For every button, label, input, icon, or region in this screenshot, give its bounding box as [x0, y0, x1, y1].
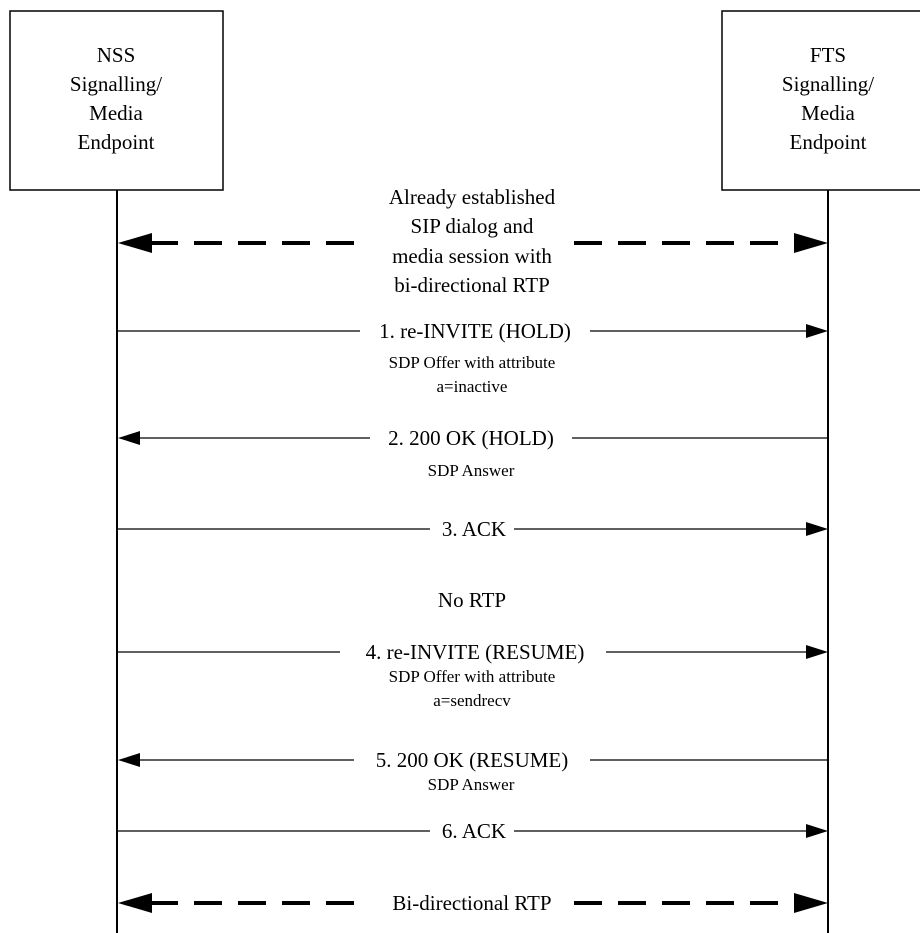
message-4-arrowhead: [806, 645, 828, 659]
established-line-1: Already established: [389, 185, 556, 209]
message-1-sub-2: a=inactive: [437, 377, 508, 396]
message-4-sub-2: a=sendrecv: [433, 691, 511, 710]
message-2-sub-1: SDP Answer: [428, 461, 515, 480]
final-rtp-label: Bi-directional RTP: [392, 891, 551, 915]
message-4-reinvite-resume: 4. re-INVITE (RESUME) SDP Offer with att…: [118, 640, 828, 710]
established-session: Already established SIP dialog and media…: [118, 185, 828, 297]
participant-fts-box: [721, 10, 920, 191]
message-3-label: 3. ACK: [442, 517, 506, 541]
established-line-2: SIP dialog and: [411, 214, 534, 238]
message-6-ack: 6. ACK: [118, 819, 828, 843]
no-rtp-label: No RTP: [438, 588, 506, 612]
participant-nss-line-3: Media: [89, 101, 143, 125]
message-3-arrowhead: [806, 522, 828, 536]
participant-fts-line-3: Media: [801, 101, 855, 125]
message-5-arrowhead: [118, 753, 140, 767]
message-3-ack: 3. ACK: [118, 517, 828, 541]
message-4-label: 4. re-INVITE (RESUME): [366, 640, 585, 664]
participant-nss-line-4: Endpoint: [78, 130, 155, 154]
established-line-4: bi-directional RTP: [394, 273, 550, 297]
message-5-200ok-resume: 5. 200 OK (RESUME) SDP Answer: [118, 748, 828, 794]
participant-fts-line-1: FTS: [810, 43, 846, 67]
participant-nss: NSS Signalling/ Media Endpoint: [9, 10, 224, 191]
established-arrowhead-right: [794, 233, 828, 253]
participant-nss-box: [9, 10, 224, 191]
participant-fts: FTS Signalling/ Media Endpoint: [721, 10, 920, 191]
message-1-reinvite-hold: 1. re-INVITE (HOLD) SDP Offer with attri…: [118, 319, 828, 396]
participant-nss-line-1: NSS: [97, 43, 136, 67]
message-2-arrowhead: [118, 431, 140, 445]
participant-fts-line-4: Endpoint: [790, 130, 867, 154]
final-rtp-arrowhead-right: [794, 893, 828, 913]
message-1-label: 1. re-INVITE (HOLD): [379, 319, 571, 343]
final-rtp-arrowhead-left: [118, 893, 152, 913]
final-rtp: Bi-directional RTP: [118, 891, 828, 915]
message-1-arrowhead: [806, 324, 828, 338]
participant-nss-line-2: Signalling/: [70, 72, 162, 96]
participant-fts-line-2: Signalling/: [782, 72, 874, 96]
message-6-arrowhead: [806, 824, 828, 838]
established-line-3: media session with: [392, 244, 552, 268]
message-5-label: 5. 200 OK (RESUME): [376, 748, 569, 772]
message-2-label: 2. 200 OK (HOLD): [388, 426, 554, 450]
message-5-sub-1: SDP Answer: [428, 775, 515, 794]
established-arrowhead-left: [118, 233, 152, 253]
message-4-sub-1: SDP Offer with attribute: [389, 667, 556, 686]
message-1-sub-1: SDP Offer with attribute: [389, 353, 556, 372]
message-2-200ok-hold: 2. 200 OK (HOLD) SDP Answer: [118, 426, 828, 480]
message-6-label: 6. ACK: [442, 819, 506, 843]
